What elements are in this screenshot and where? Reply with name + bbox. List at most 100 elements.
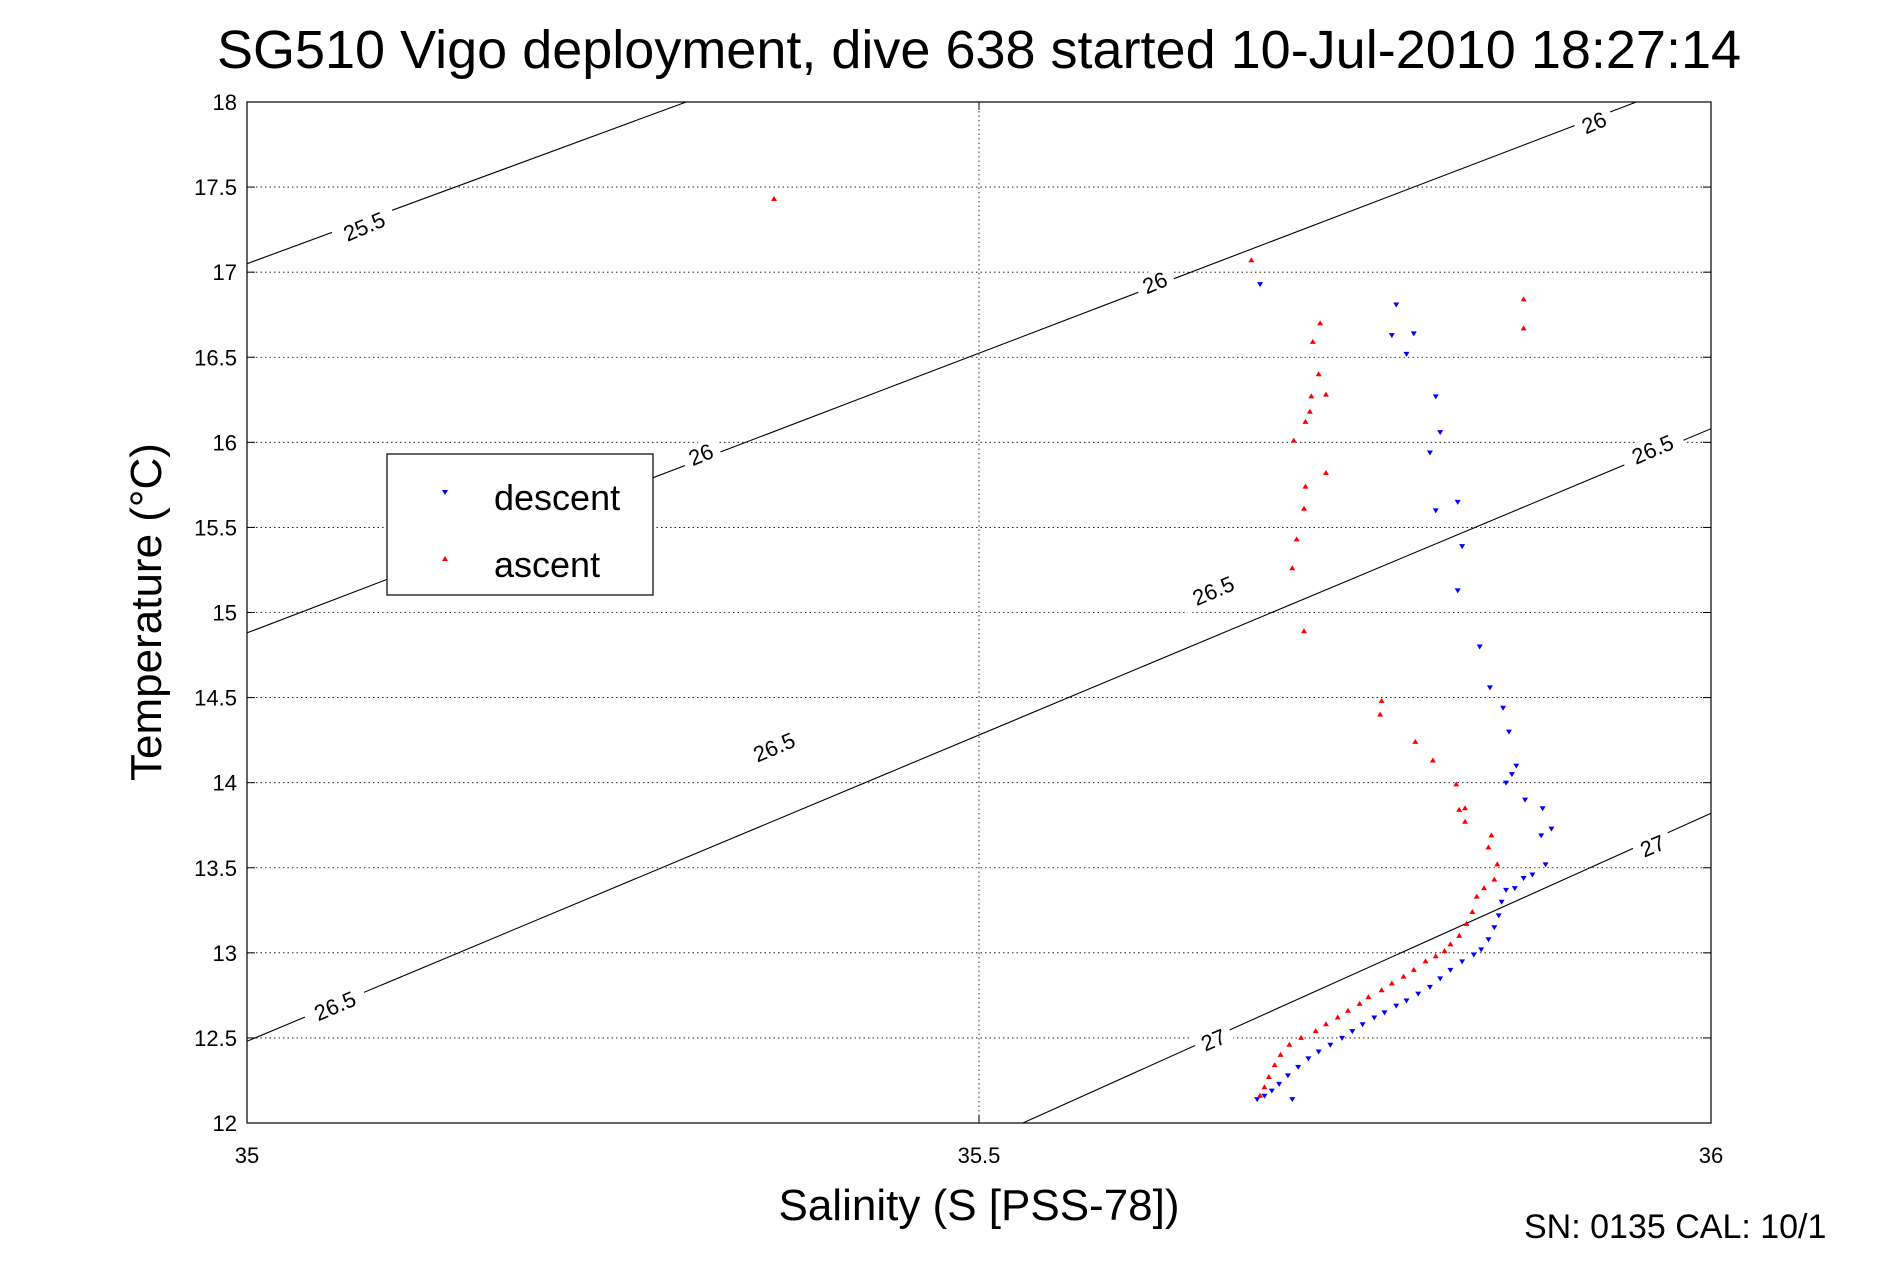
legend: descent ascent (386, 453, 654, 596)
descent-point (1432, 508, 1439, 514)
ascent-point (1302, 418, 1309, 424)
ascent-point (1520, 296, 1527, 302)
ascent-point (1453, 781, 1460, 787)
descent-point (1478, 947, 1485, 953)
ascent-point (1293, 536, 1300, 542)
contour-label-gap (1132, 263, 1177, 301)
ascent-point (1469, 908, 1476, 914)
serial-calibration-footer: SN: 0135 CAL: 10/1 (1524, 1208, 1827, 1246)
ascent-point (1462, 805, 1469, 811)
contour-label-gap (1618, 425, 1687, 473)
descent-point (1485, 937, 1492, 943)
ascent-point (1491, 876, 1498, 882)
y-tick-label: 12 (213, 1111, 237, 1136)
contour-label-gap (1571, 103, 1617, 141)
descent-point (1486, 685, 1493, 691)
ascent-point (1286, 1041, 1293, 1047)
ascent-point (1257, 1092, 1264, 1098)
descent-point (1349, 1029, 1356, 1035)
ascent-point (1412, 738, 1419, 744)
descent-point (1529, 872, 1536, 878)
descent-point (1426, 984, 1433, 990)
x-axis-label: Salinity (S [PSS-78]) (778, 1181, 1179, 1230)
ascent-point (1306, 408, 1313, 414)
descent-point (1276, 1081, 1283, 1087)
legend-descent-marker (442, 490, 448, 495)
y-tick-label: 14 (213, 771, 237, 796)
ascent-point (1271, 1062, 1278, 1068)
ascent-point (1463, 920, 1470, 926)
ascent-point (1488, 832, 1495, 838)
contour-label-gap (300, 982, 369, 1030)
ascent-point (1344, 1007, 1351, 1013)
axis-ticks: 35 35.5 36 12 12.5 13 13.5 14 14.5 15 15.5 16 16.5 17… (194, 90, 1723, 1168)
contour-label-gap (678, 435, 723, 473)
descent-point (1447, 967, 1454, 973)
descent-point (1498, 899, 1505, 905)
descent-series (1254, 282, 1555, 1103)
descent-point (1470, 952, 1477, 958)
descent-point (1432, 394, 1439, 400)
y-tick-label: 17.5 (194, 175, 237, 200)
contour-line-27 (1022, 812, 1711, 1123)
y-tick-label: 16 (213, 430, 237, 455)
descent-point (1437, 430, 1444, 436)
ascent-point (1481, 885, 1488, 891)
descent-point (1268, 1088, 1275, 1094)
ascent-point (1312, 1028, 1319, 1034)
descent-point (1505, 729, 1512, 735)
ascent-point (1302, 483, 1309, 489)
ascent-point (1400, 973, 1407, 979)
ascent-point (1494, 861, 1501, 867)
ascent-point (1309, 338, 1316, 344)
descent-point (1500, 705, 1507, 711)
ascent-point (1520, 325, 1527, 331)
descent-point (1511, 886, 1518, 892)
ascent-point (1432, 953, 1439, 959)
ascent-point (1456, 932, 1463, 938)
ascent-point (771, 195, 778, 201)
contour-label-gap (1191, 1021, 1236, 1059)
contour-label-gap (329, 202, 399, 250)
descent-point (1426, 450, 1433, 456)
ascent-point (1356, 1000, 1363, 1006)
descent-point (1415, 991, 1422, 997)
descent-point (1459, 544, 1466, 550)
y-tick-label: 14.5 (194, 686, 237, 711)
ascent-point (1308, 393, 1315, 399)
descent-point (1257, 282, 1264, 288)
ascent-point (1429, 757, 1436, 763)
ascent-point (1334, 1014, 1341, 1020)
ascent-point (1290, 437, 1297, 443)
ascent-series (771, 195, 1527, 1098)
descent-point (1403, 998, 1410, 1004)
descent-point (1539, 806, 1546, 812)
descent-point (1454, 588, 1461, 594)
ascent-point (1277, 1051, 1284, 1057)
descent-point (1495, 913, 1502, 919)
descent-point (1476, 644, 1483, 650)
ascent-point (1378, 987, 1385, 993)
legend-ascent-label: ascent (494, 544, 600, 585)
ascent-point (1441, 948, 1448, 954)
descent-point (1393, 302, 1400, 308)
ascent-point (1317, 320, 1324, 326)
legend-descent-label: descent (494, 477, 620, 518)
y-tick-label: 17 (213, 260, 237, 285)
descent-point (1305, 1056, 1312, 1062)
legend-ascent-marker (442, 556, 448, 561)
ascent-point (1462, 818, 1469, 824)
ascent-point (1265, 1074, 1272, 1080)
ascent-point (1298, 1034, 1305, 1040)
descent-point (1522, 797, 1529, 803)
descent-point (1261, 1093, 1268, 1099)
descent-point (1459, 959, 1466, 965)
descent-point (1284, 1073, 1291, 1079)
descent-point (1254, 1097, 1261, 1103)
legend-box (386, 453, 654, 596)
ascent-point (1261, 1084, 1268, 1090)
x-tick-label: 35 (235, 1143, 259, 1168)
ascent-point (1473, 893, 1480, 899)
y-tick-label: 16.5 (194, 345, 237, 370)
